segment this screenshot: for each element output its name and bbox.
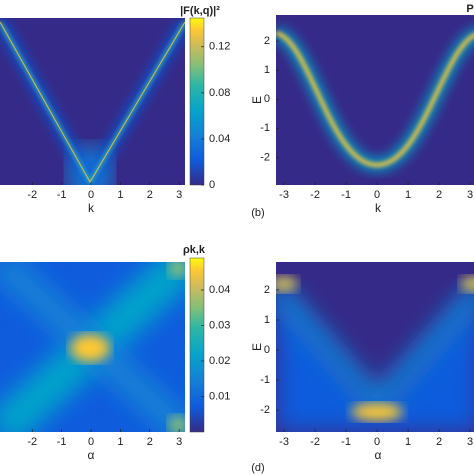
- heatmap-d: [276, 262, 474, 432]
- x-tick-label: -1: [57, 436, 67, 448]
- colorbar-tick-label: 0.04: [209, 133, 230, 145]
- x-axis-label: α: [375, 448, 382, 462]
- y-tick-label: 2: [264, 35, 270, 47]
- y-tick-label: -2: [260, 404, 270, 416]
- x-tick-label: -1: [341, 436, 351, 448]
- x-tick-label: 3: [176, 189, 182, 201]
- colorbar-tick-label: 0.08: [209, 87, 230, 99]
- panel-label: (d): [251, 462, 264, 474]
- y-tick-label: -1: [260, 374, 270, 386]
- colorbar-tick-label: 0.01: [209, 390, 230, 402]
- x-tick-label: 3: [467, 189, 473, 201]
- colorbar-tick-label: 0.12: [209, 41, 230, 53]
- colorbar-tick-label: 0.04: [209, 284, 230, 296]
- colorbar-c: [189, 257, 205, 433]
- heatmap-a: [0, 18, 185, 185]
- colorbar-tick-label: 0: [209, 179, 215, 191]
- colorbar-label: P: [466, 3, 473, 15]
- x-tick-label: 0: [88, 189, 94, 201]
- colorbar-a: [189, 17, 205, 186]
- x-tick-label: 1: [405, 436, 411, 448]
- x-tick-label: 2: [147, 189, 153, 201]
- x-tick-label: 2: [436, 189, 442, 201]
- colorbar-label: |F(k,q)|²: [180, 5, 220, 17]
- x-tick-label: 1: [405, 189, 411, 201]
- x-axis-label: α: [88, 448, 95, 462]
- colorbar-label: ρk,k: [183, 244, 206, 256]
- x-tick-label: -1: [57, 189, 67, 201]
- y-tick-label: 2: [264, 284, 270, 296]
- y-axis-label: E: [250, 96, 264, 104]
- y-tick-label: -2: [260, 151, 270, 163]
- x-tick-label: 0: [88, 436, 94, 448]
- y-tick-label: 1: [264, 64, 270, 76]
- x-axis-label: k: [375, 201, 382, 215]
- x-tick-label: -3: [279, 436, 289, 448]
- heatmap-b: [276, 15, 474, 185]
- y-axis-label: E: [250, 343, 264, 351]
- y-tick-label: 0: [264, 93, 270, 105]
- y-tick-label: 1: [264, 314, 270, 326]
- y-tick-label: 0: [264, 344, 270, 356]
- x-tick-label: -1: [341, 189, 351, 201]
- x-tick-label: 3: [467, 436, 473, 448]
- x-tick-label: -2: [27, 436, 37, 448]
- x-tick-label: 3: [176, 436, 182, 448]
- y-tick-label: -1: [260, 122, 270, 134]
- x-axis-label: k: [88, 201, 95, 215]
- x-tick-label: 1: [117, 189, 123, 201]
- panel-label: (b): [251, 207, 264, 219]
- colorbar-tick-label: 0.02: [209, 355, 230, 367]
- heatmap-c: [0, 262, 185, 432]
- x-tick-label: 0: [374, 189, 380, 201]
- x-tick-label: -2: [310, 189, 320, 201]
- colorbar-tick-label: 0.03: [209, 319, 230, 331]
- x-tick-label: 2: [147, 436, 153, 448]
- x-tick-label: -2: [27, 189, 37, 201]
- x-tick-label: 0: [374, 436, 380, 448]
- x-tick-label: 2: [436, 436, 442, 448]
- x-tick-label: -3: [279, 189, 289, 201]
- x-tick-label: 1: [117, 436, 123, 448]
- x-tick-label: -2: [310, 436, 320, 448]
